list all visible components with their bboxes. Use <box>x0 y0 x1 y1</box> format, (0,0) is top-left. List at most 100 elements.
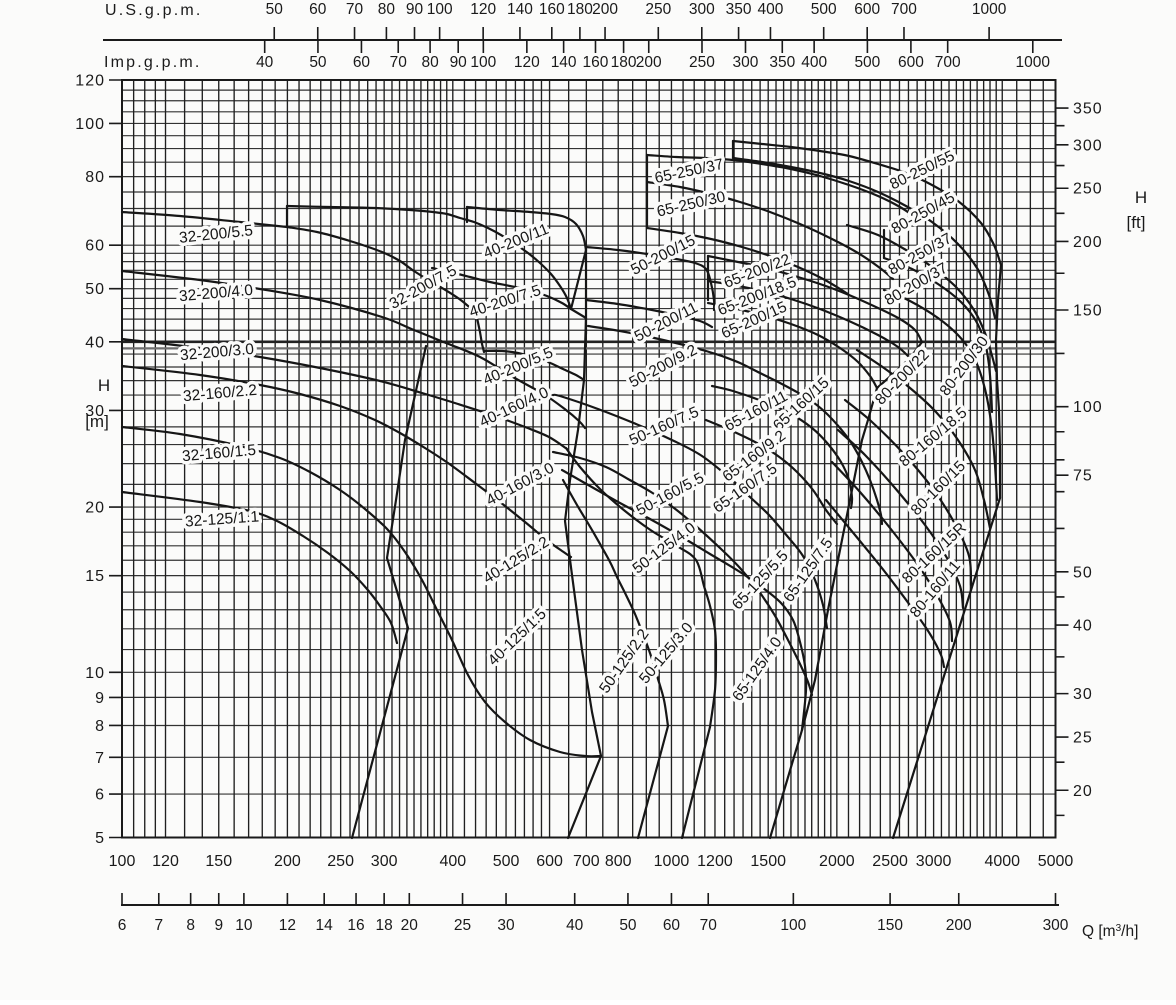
svg-text:120: 120 <box>514 54 540 71</box>
svg-text:1000: 1000 <box>1016 54 1051 71</box>
svg-text:1200: 1200 <box>697 853 733 870</box>
svg-text:500: 500 <box>493 853 520 870</box>
svg-text:90: 90 <box>406 1 424 18</box>
svg-text:90: 90 <box>450 54 468 71</box>
svg-text:Q [m3/h]: Q [m3/h] <box>1082 923 1138 940</box>
svg-text:[m]: [m] <box>85 412 109 431</box>
svg-text:5000: 5000 <box>1038 853 1074 870</box>
svg-text:600: 600 <box>854 1 880 18</box>
svg-text:H: H <box>1135 188 1147 207</box>
svg-text:140: 140 <box>507 1 533 18</box>
svg-text:160: 160 <box>583 54 609 71</box>
svg-text:40: 40 <box>85 334 105 351</box>
svg-text:100: 100 <box>427 1 453 18</box>
svg-text:12: 12 <box>279 917 296 934</box>
svg-text:40: 40 <box>566 917 584 934</box>
svg-text:180: 180 <box>611 54 637 71</box>
svg-text:40: 40 <box>1073 618 1093 635</box>
svg-text:60: 60 <box>85 238 105 255</box>
svg-text:250: 250 <box>645 1 671 18</box>
svg-text:200: 200 <box>592 1 618 18</box>
svg-text:1000: 1000 <box>654 853 690 870</box>
svg-text:15: 15 <box>85 568 105 585</box>
svg-text:8: 8 <box>186 917 195 934</box>
svg-text:9: 9 <box>95 690 105 707</box>
svg-text:600: 600 <box>898 54 924 71</box>
svg-text:50: 50 <box>619 917 637 934</box>
svg-text:120: 120 <box>470 1 496 18</box>
svg-text:20: 20 <box>1073 783 1093 800</box>
svg-text:700: 700 <box>935 54 961 71</box>
svg-text:25: 25 <box>1073 730 1093 747</box>
svg-text:250: 250 <box>1073 181 1103 198</box>
svg-text:400: 400 <box>801 54 827 71</box>
svg-text:10: 10 <box>85 665 105 682</box>
svg-text:100: 100 <box>109 853 136 870</box>
svg-text:300: 300 <box>689 1 715 18</box>
svg-text:H: H <box>98 376 110 395</box>
svg-text:25: 25 <box>454 917 471 934</box>
svg-text:30: 30 <box>1073 686 1093 703</box>
svg-text:40: 40 <box>256 54 274 71</box>
svg-text:9: 9 <box>214 917 223 934</box>
svg-text:2500: 2500 <box>872 853 908 870</box>
svg-text:Imp.g.p.m.: Imp.g.p.m. <box>104 54 202 71</box>
svg-text:200: 200 <box>946 917 972 934</box>
svg-text:60: 60 <box>353 54 371 71</box>
svg-text:10: 10 <box>235 917 253 934</box>
svg-text:60: 60 <box>663 917 681 934</box>
svg-text:5: 5 <box>95 830 105 847</box>
svg-text:7: 7 <box>95 750 105 767</box>
svg-text:700: 700 <box>573 853 600 870</box>
svg-text:180: 180 <box>567 1 593 18</box>
svg-text:300: 300 <box>371 853 398 870</box>
svg-text:140: 140 <box>551 54 577 71</box>
svg-text:8: 8 <box>95 718 105 735</box>
svg-text:50: 50 <box>309 54 327 71</box>
svg-text:3000: 3000 <box>916 853 952 870</box>
svg-text:300: 300 <box>1043 917 1069 934</box>
svg-text:70: 70 <box>390 54 408 71</box>
svg-text:250: 250 <box>689 54 715 71</box>
svg-text:30: 30 <box>497 917 515 934</box>
svg-text:1500: 1500 <box>750 853 786 870</box>
svg-text:70: 70 <box>346 1 364 18</box>
svg-text:200: 200 <box>1073 234 1103 251</box>
svg-text:6: 6 <box>118 917 127 934</box>
svg-text:[ft]: [ft] <box>1127 213 1146 232</box>
svg-text:14: 14 <box>316 917 334 934</box>
svg-text:800: 800 <box>605 853 632 870</box>
svg-text:80: 80 <box>378 1 396 18</box>
svg-text:50: 50 <box>266 1 284 18</box>
svg-text:350: 350 <box>1073 101 1103 118</box>
svg-text:500: 500 <box>854 54 880 71</box>
svg-text:100: 100 <box>470 54 496 71</box>
svg-text:75: 75 <box>1073 468 1093 485</box>
svg-text:100: 100 <box>780 917 806 934</box>
svg-text:16: 16 <box>347 917 364 934</box>
svg-text:80: 80 <box>85 169 105 186</box>
svg-text:80: 80 <box>421 54 439 71</box>
svg-text:50: 50 <box>85 281 105 298</box>
svg-text:150: 150 <box>877 917 903 934</box>
svg-text:120: 120 <box>152 853 179 870</box>
svg-text:200: 200 <box>636 54 662 71</box>
svg-text:100: 100 <box>1073 399 1103 416</box>
svg-text:150: 150 <box>205 853 232 870</box>
svg-text:U.S.g.p.m.: U.S.g.p.m. <box>105 2 203 19</box>
svg-text:150: 150 <box>1073 303 1103 320</box>
svg-text:50: 50 <box>1073 564 1093 581</box>
svg-text:18: 18 <box>376 917 393 934</box>
svg-text:120: 120 <box>75 73 105 90</box>
svg-text:160: 160 <box>539 1 565 18</box>
svg-text:7: 7 <box>154 917 163 934</box>
svg-text:300: 300 <box>733 54 759 71</box>
svg-text:400: 400 <box>439 853 466 870</box>
svg-text:400: 400 <box>758 1 784 18</box>
svg-text:600: 600 <box>536 853 563 870</box>
svg-text:6: 6 <box>95 787 105 804</box>
svg-text:100: 100 <box>75 116 105 133</box>
svg-text:250: 250 <box>327 853 354 870</box>
svg-text:500: 500 <box>811 1 837 18</box>
svg-text:60: 60 <box>309 1 327 18</box>
